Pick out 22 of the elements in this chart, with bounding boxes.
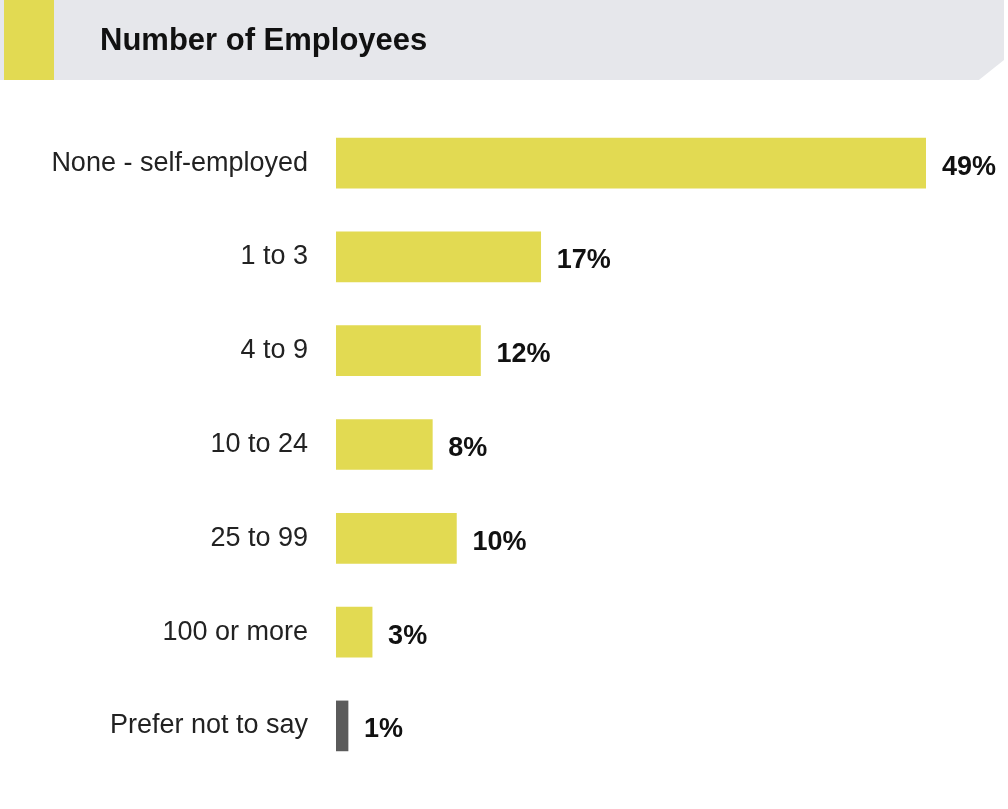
y-tick-label: None - self-employed <box>51 146 308 177</box>
chart-title: Number of Employees <box>100 22 428 58</box>
bar <box>336 512 457 564</box>
y-tick-label: 100 or more <box>162 615 308 646</box>
bar <box>336 325 481 377</box>
bar <box>336 137 926 189</box>
y-tick-label: Prefer not to say <box>109 709 309 740</box>
data-label: 17% <box>556 244 611 275</box>
data-label: 49% <box>942 150 997 181</box>
y-tick-label: 1 to 3 <box>240 240 308 271</box>
data-label: 10% <box>472 525 527 556</box>
data-label: 3% <box>388 619 428 650</box>
bar <box>336 419 433 470</box>
bar <box>336 606 373 658</box>
y-tick-label: 4 to 9 <box>240 334 308 365</box>
data-label: 8% <box>448 431 488 462</box>
bar <box>336 231 542 283</box>
y-tick-label: 25 to 99 <box>210 521 308 552</box>
y-tick-label: 10 to 24 <box>210 427 308 458</box>
data-label: 1% <box>364 713 404 744</box>
bar <box>336 700 349 752</box>
data-label: 12% <box>496 338 551 369</box>
